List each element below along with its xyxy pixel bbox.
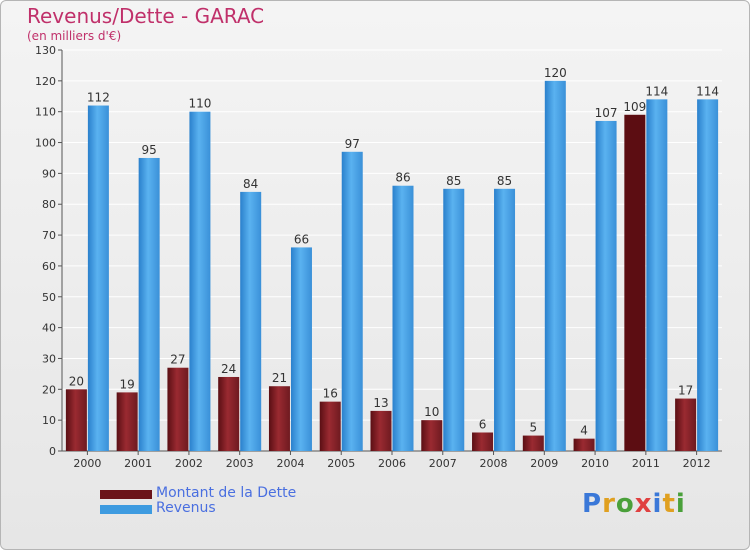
x-tick-label: 2008 (480, 457, 508, 470)
x-tick-label: 2004 (276, 457, 304, 470)
data-label-revenue: 85 (446, 174, 461, 188)
logo-letter: i (675, 489, 686, 519)
bar-revenue (544, 80, 566, 451)
logo-letter: i (652, 489, 663, 519)
y-tick-label: 0 (49, 445, 56, 458)
bar-debt (167, 367, 189, 451)
bar-revenue (189, 111, 211, 451)
data-label-revenue: 86 (395, 171, 410, 185)
data-label-debt: 10 (424, 405, 439, 419)
data-label-revenue: 112 (87, 91, 110, 105)
data-label-debt: 13 (373, 396, 388, 410)
data-label-revenue: 66 (294, 232, 309, 246)
data-label-debt: 16 (323, 387, 338, 401)
bar-debt (522, 435, 544, 451)
data-label-debt: 21 (272, 371, 287, 385)
data-label-debt: 19 (120, 377, 135, 391)
data-label-revenue: 107 (595, 106, 618, 120)
y-tick-label: 40 (42, 322, 56, 335)
y-tick-label: 130 (35, 44, 56, 57)
legend-label-debt: Montant de la Dette (156, 485, 297, 501)
x-tick-label: 2000 (73, 457, 101, 470)
bar-revenue (697, 99, 719, 451)
bar-revenue (595, 120, 617, 451)
logo-letter: t (662, 489, 676, 519)
data-label-revenue: 95 (142, 143, 157, 157)
data-label-debt: 4 (580, 424, 588, 438)
x-tick-label: 2012 (683, 457, 711, 470)
data-label-debt: 17 (678, 384, 693, 398)
bar-debt (624, 114, 646, 452)
bar-debt (65, 389, 87, 451)
bar-debt (421, 420, 443, 451)
data-label-debt: 24 (221, 362, 236, 376)
bar-revenue (494, 188, 516, 452)
bar-debt (573, 438, 595, 451)
bar-revenue (87, 105, 109, 452)
bar-revenue (240, 191, 262, 451)
logo-letter: o (615, 489, 635, 519)
x-tick-label: 2010 (581, 457, 609, 470)
y-tick-label: 60 (42, 260, 56, 273)
bar-revenue (443, 188, 465, 452)
chart-title: Revenus/Dette - GARAC (27, 4, 265, 28)
bar-revenue (341, 151, 363, 452)
bar-revenue (138, 157, 160, 451)
legend-swatch-debt (100, 490, 152, 499)
logo-letter: x (634, 489, 653, 519)
x-tick-label: 2007 (429, 457, 457, 470)
data-label-revenue: 120 (544, 66, 567, 80)
data-label-debt: 6 (479, 417, 487, 431)
data-label-revenue: 97 (345, 137, 360, 151)
data-label-debt: 109 (623, 100, 646, 114)
y-tick-label: 80 (42, 198, 56, 211)
y-tick-label: 10 (42, 414, 56, 427)
x-tick-label: 2002 (175, 457, 203, 470)
logo-letter: P (582, 489, 603, 519)
x-tick-label: 2006 (378, 457, 406, 470)
data-label-debt: 5 (529, 421, 537, 435)
y-tick-label: 100 (35, 137, 56, 150)
y-tick-label: 90 (42, 167, 56, 180)
data-label-debt: 27 (170, 353, 185, 367)
legend-label-revenue: Revenus (156, 500, 216, 516)
chart-subtitle: (en milliers d'€) (27, 29, 122, 43)
x-tick-label: 2005 (327, 457, 355, 470)
y-tick-label: 70 (42, 229, 56, 242)
x-tick-label: 2001 (124, 457, 152, 470)
bar-debt (675, 398, 697, 451)
data-label-revenue: 110 (188, 97, 211, 111)
data-label-revenue: 85 (497, 174, 512, 188)
legend-swatch-revenue (100, 505, 152, 514)
data-label-debt: 20 (69, 374, 84, 388)
data-label-revenue: 84 (243, 177, 258, 191)
y-tick-label: 120 (35, 75, 56, 88)
bar-debt (319, 401, 341, 451)
bar-debt (218, 376, 240, 451)
y-tick-label: 110 (35, 106, 56, 119)
bar-debt (268, 386, 290, 451)
y-tick-label: 30 (42, 352, 56, 365)
bar-revenue (290, 247, 312, 451)
y-tick-label: 50 (42, 291, 56, 304)
logo-letter: r (602, 489, 616, 519)
x-tick-label: 2011 (632, 457, 660, 470)
proxiti-logo: Proxiti (582, 489, 686, 519)
bar-revenue (646, 99, 668, 451)
data-label-revenue: 114 (696, 84, 719, 98)
y-tick-label: 20 (42, 383, 56, 396)
x-tick-label: 2003 (226, 457, 254, 470)
x-tick-label: 2009 (530, 457, 558, 470)
bar-debt (116, 392, 138, 451)
bar-debt (472, 432, 494, 451)
data-label-revenue: 114 (645, 84, 668, 98)
bar-debt (370, 410, 392, 451)
bar-revenue (392, 185, 414, 451)
